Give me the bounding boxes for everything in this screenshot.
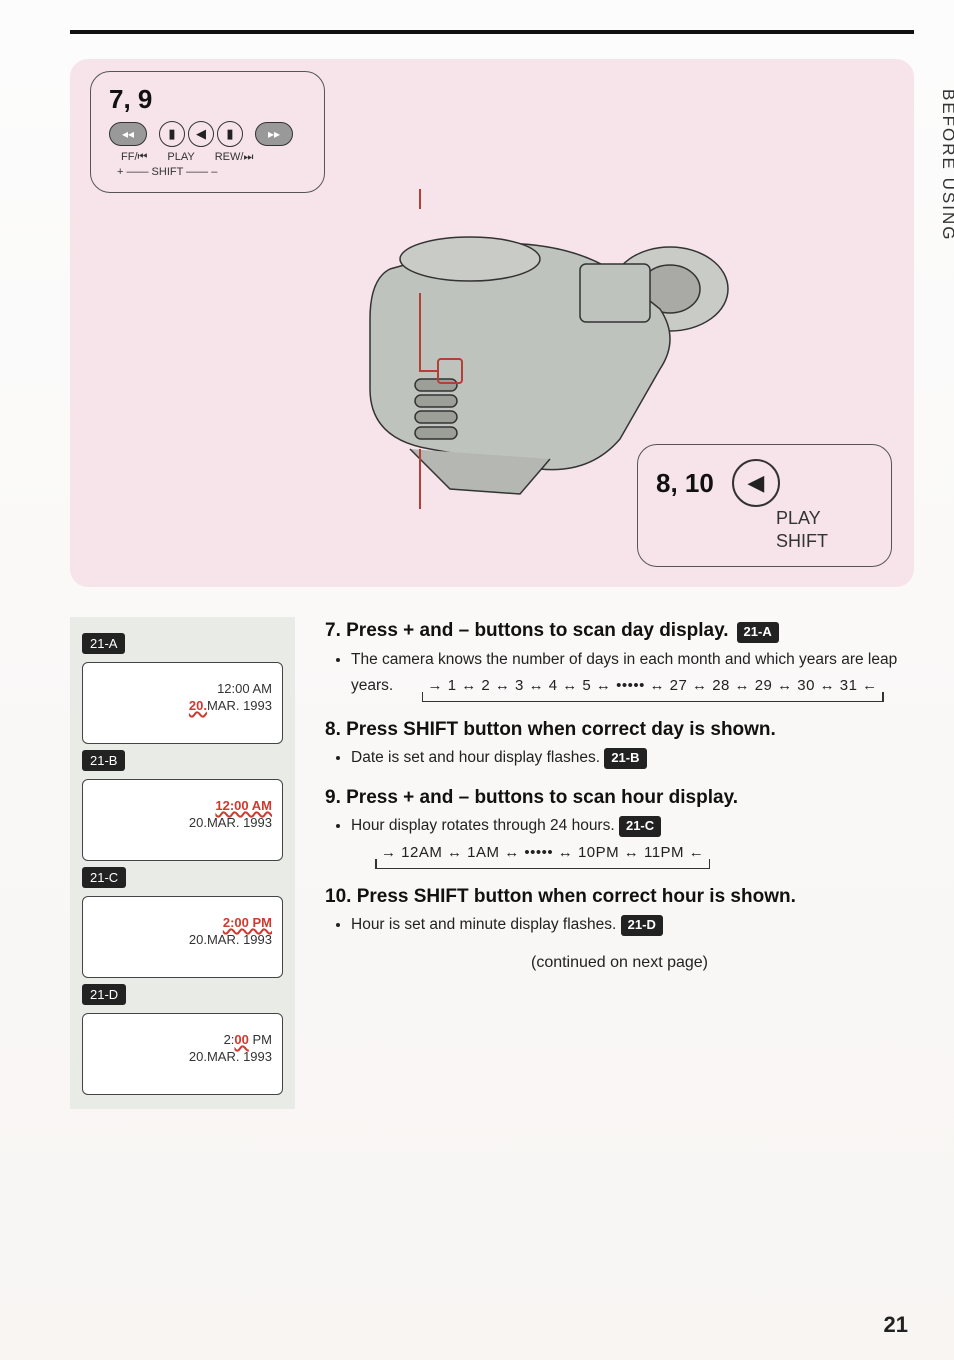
- callout-step-num-2: 8, 10: [656, 468, 714, 499]
- stop-icon: ▮: [159, 121, 185, 147]
- callout-step-num: 7, 9: [109, 84, 306, 115]
- play-label: PLAY: [167, 151, 194, 164]
- lcd-a: 12:00 AM 20.MAR. 1993: [82, 662, 283, 744]
- pause-icon: ▮: [217, 121, 243, 147]
- badge-21c: 21-C: [619, 816, 661, 837]
- rew-label: REW/⏭: [215, 151, 254, 164]
- play-shift-icon: ◀: [732, 459, 780, 507]
- lcd-strip: 21-A 12:00 AM 20.MAR. 1993 21-B 12:00 AM…: [70, 617, 295, 1109]
- play-icon: ◀: [188, 121, 214, 147]
- lcd-label-a: 21-A: [82, 633, 125, 654]
- button-labels: FF/⏮ PLAY REW/⏭: [121, 151, 306, 164]
- shift-label-large: SHIFT: [776, 530, 873, 553]
- callout-8-10: 8, 10 ◀ PLAY SHIFT: [637, 444, 892, 567]
- badge-21d: 21-D: [621, 915, 663, 936]
- step-9-bullet: Hour display rotates through 24 hours. 2…: [351, 815, 914, 868]
- step-9-heading: 9. Press + and – buttons to scan hour di…: [325, 784, 914, 812]
- continued-note: (continued on next page): [325, 951, 914, 974]
- button-row: ◂◂ ▮ ◀ ▮ ▸▸: [109, 121, 306, 147]
- lcd-label-b: 21-B: [82, 750, 125, 771]
- step-8-bullet: Date is set and hour display flashes. 21…: [351, 747, 914, 769]
- section-tab: BEFORE USING: [938, 89, 954, 241]
- page-number: 21: [884, 1312, 908, 1338]
- step-10-heading: 10. Press SHIFT button when correct hour…: [325, 883, 914, 911]
- play-label-large: PLAY: [776, 507, 873, 530]
- top-rule: [70, 30, 914, 34]
- callout-7-9: 7, 9 ◂◂ ▮ ◀ ▮ ▸▸ FF/⏮ PLAY REW/⏭ + —— SH…: [90, 71, 325, 193]
- lcd-label-c: 21-C: [82, 867, 126, 888]
- step-7-heading: 7. Press + and – buttons to scan day dis…: [325, 617, 914, 645]
- step-10-bullet: Hour is set and minute display flashes. …: [351, 914, 914, 936]
- day-cycle: → 1 ↔ 2 ↔ 3 ↔ 4 ↔ 5 ↔ ••••• ↔ 27 ↔ 28 ↔ …: [422, 675, 884, 702]
- badge-21b: 21-B: [604, 748, 646, 769]
- lcd-label-d: 21-D: [82, 984, 126, 1005]
- instructions: 7. Press + and – buttons to scan day dis…: [325, 617, 914, 1109]
- lcd-b: 12:00 AM 20.MAR. 1993: [82, 779, 283, 861]
- rewind-icon: ◂◂: [109, 122, 147, 146]
- illustration-panel: BEFORE USING 7, 9 ◂◂ ▮ ◀ ▮ ▸▸ FF/⏮ PLAY …: [70, 59, 914, 587]
- shift-label: + —— SHIFT —— –: [117, 166, 306, 178]
- ff-label: FF/⏮: [121, 151, 147, 164]
- badge-21a: 21-A: [737, 622, 779, 643]
- hour-cycle: → 12AM ↔ 1AM ↔ ••••• ↔ 10PM ↔ 11PM ←: [375, 842, 710, 869]
- lcd-d: 2:00 PM 20.MAR. 1993: [82, 1013, 283, 1095]
- step-8-heading: 8. Press SHIFT button when correct day i…: [325, 716, 914, 744]
- lcd-c: 2:00 PM 20.MAR. 1993: [82, 896, 283, 978]
- step-7-bullet: The camera knows the number of days in e…: [351, 649, 914, 702]
- ff-icon: ▸▸: [255, 122, 293, 146]
